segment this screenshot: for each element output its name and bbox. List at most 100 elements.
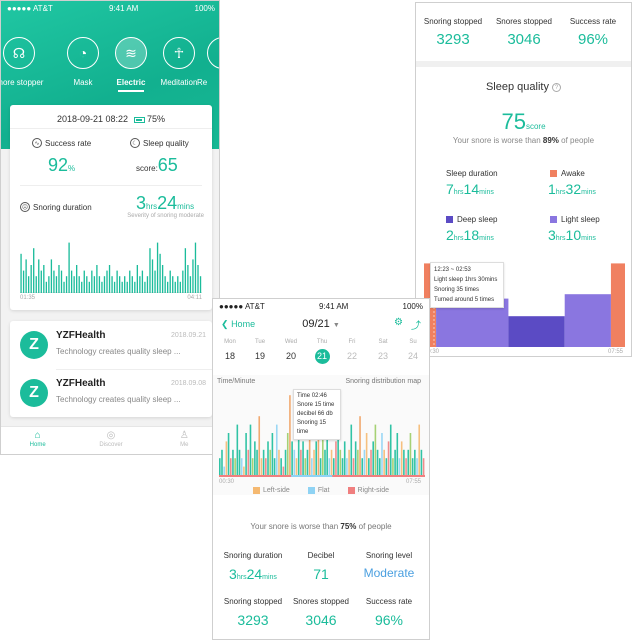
status-bar: ●●●●● AT&T 9:41 AM 100%: [213, 299, 429, 313]
distribution-bar: [311, 458, 313, 475]
stage-label: Deep sleep: [457, 215, 498, 224]
stage-value: 7hrs14mins: [446, 181, 494, 197]
distribution-bar: [254, 441, 256, 475]
day-24[interactable]: Su 24: [404, 339, 422, 364]
mode-carousel[interactable]: ☊ snore stopper ◔ Mask ≋ Electric ☥ Medi…: [1, 37, 219, 97]
clock: 9:41 AM: [318, 301, 349, 311]
stat-value: 3046: [305, 612, 337, 628]
distribution-bar: [245, 433, 247, 475]
distribution-bar: [396, 433, 399, 475]
message-title: YZFHealth: [56, 330, 106, 341]
back-button[interactable]: ❮ Home: [221, 319, 255, 330]
stat-value: 96%: [577, 31, 609, 48]
mins-number: 10: [565, 227, 582, 243]
compare-prefix: Your snore is worse than: [452, 136, 541, 145]
stat-value: Moderate: [363, 566, 415, 580]
message-item[interactable]: Z YZFHealth Technology creates quality s…: [10, 321, 212, 369]
snore-bar: [194, 242, 197, 293]
stage-awake: Awake: [550, 169, 585, 178]
distribution-bar: [414, 449, 416, 475]
mins-number: 24: [246, 566, 263, 582]
stage-segment: [564, 294, 611, 347]
mode-meditation[interactable]: ☥ Meditation: [153, 37, 205, 87]
snore-bar: [177, 276, 179, 293]
mins-unit: mins: [581, 235, 596, 242]
carrier: ●●●●● AT&T: [219, 301, 265, 311]
success-label-text: Success rate: [45, 138, 92, 148]
day-number: 23: [377, 351, 388, 361]
mode-snore-stopper[interactable]: ☊ snore stopper: [1, 37, 45, 87]
message-date: 2018.09.08: [170, 380, 206, 387]
stat-success-rate: Success rate 96%: [353, 597, 425, 628]
home-screen: ●●●●● AT&T 9:41 AM 100% ☊ snore stopper …: [0, 0, 220, 455]
hrs-unit: hrs: [236, 574, 247, 581]
mode-label: snore stopper: [1, 78, 44, 87]
distribution-bar: [418, 424, 421, 475]
share-icon[interactable]: ⤴: [411, 321, 421, 332]
date-text: 09/21: [302, 318, 330, 330]
tab-discover[interactable]: ◎ Discover: [74, 427, 147, 454]
stat-label: Snores stopped: [495, 17, 553, 26]
week-strip: Mon 18 Tue 19 Wed 20 Thu 21 Fri 22 Sat 23 Su 24: [213, 339, 429, 369]
mode-mask[interactable]: ◔ Mask: [57, 37, 109, 87]
legend-swatch: [347, 487, 355, 494]
sleep-summary-card[interactable]: 2018-09-21 08:22 75% ∿ Success rate 92% …: [10, 105, 212, 310]
success-number: 92: [48, 155, 69, 175]
snore-bar: [88, 281, 90, 293]
stat-label: Success rate: [569, 17, 617, 26]
snore-bar: [174, 281, 176, 293]
distribution-bar: [221, 449, 223, 475]
distribution-bar: [278, 449, 280, 475]
legend-swatch: [307, 487, 315, 494]
tab-home[interactable]: ⌂ Home: [1, 427, 74, 454]
caret-down-icon: ▼: [332, 322, 340, 329]
message-title: YZFHealth: [56, 378, 106, 389]
snoring-label-text: Snoring duration: [33, 202, 92, 212]
distribution-bar: [249, 424, 252, 475]
distribution-bar: [273, 458, 276, 475]
awake-swatch: [550, 170, 557, 177]
message-item[interactable]: Z YZFHealth Technology creates quality s…: [10, 369, 212, 417]
distribution-bar: [363, 449, 366, 475]
stat-label: Snoring duration: [223, 551, 283, 560]
yzf-logo-icon: Z: [20, 379, 48, 407]
snore-bar: [55, 276, 58, 293]
legend-label: Flat: [317, 487, 330, 494]
distribution-bar: [265, 458, 267, 475]
tab-me[interactable]: ♙ Me: [148, 427, 219, 454]
mode-electric[interactable]: ≋ Electric: [105, 37, 157, 92]
day-number: 24: [407, 351, 418, 361]
distribution-bar: [293, 449, 296, 475]
mode-label: Electric: [116, 78, 146, 87]
sleep-quality-screen: Snoring stopped 3293 Snores stopped 3046…: [415, 2, 632, 357]
stage-sleep-duration: Sleep duration: [446, 169, 498, 178]
legend-label: Right-side: [357, 487, 390, 494]
distribution-bar: [258, 416, 261, 475]
compare-pct: 89%: [542, 136, 559, 145]
success-unit: %: [68, 164, 76, 173]
date-picker[interactable]: 09/21 ▼: [213, 318, 429, 330]
day-22[interactable]: Fri 22: [343, 339, 361, 364]
help-icon[interactable]: ?: [552, 82, 562, 92]
compare-suffix: of people: [358, 522, 392, 531]
distribution-bar: [389, 424, 392, 475]
snore-bar: [108, 265, 111, 293]
snore-bar: [131, 276, 133, 293]
mode-more[interactable]: ◌ Re: [197, 37, 219, 87]
active-underline: [118, 90, 144, 92]
distribution-bar: [392, 458, 394, 475]
distribution-bar: [319, 458, 322, 475]
distribution-bar: [365, 433, 368, 475]
day-19[interactable]: Tue 19: [251, 339, 269, 364]
day-21[interactable]: Thu 21: [313, 339, 331, 364]
chart-legend: Left-side Flat Right-side: [213, 487, 429, 494]
day-18[interactable]: Mon 18: [221, 339, 239, 364]
day-20[interactable]: Wed 20: [282, 339, 300, 364]
stage-tooltip: 12:23 ~ 02:53 Light sleep 1hrs 30mins Sn…: [430, 262, 504, 308]
distribution-bar: [291, 441, 293, 475]
distribution-bar: [289, 395, 291, 475]
distribution-bar: [348, 449, 350, 475]
settings-icon[interactable]: ⚙: [394, 317, 403, 328]
score-unit: score: [525, 122, 546, 131]
day-23[interactable]: Sat 23: [374, 339, 392, 364]
